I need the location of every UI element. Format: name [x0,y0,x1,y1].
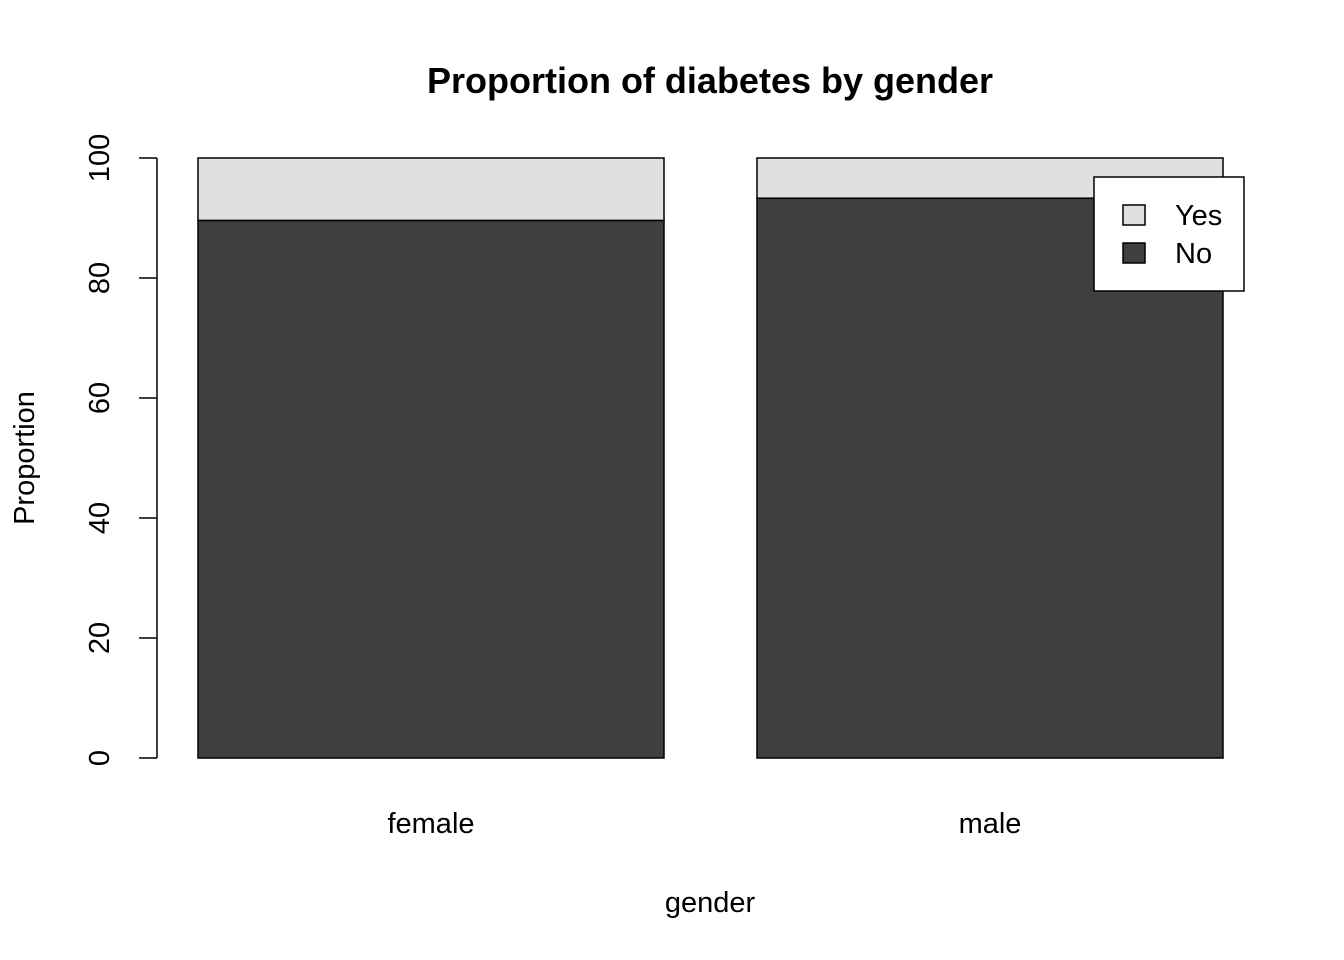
legend-label-no: No [1175,238,1212,270]
x-tick-labels: female male [387,808,1021,840]
bars-group [197,157,1224,759]
y-tick-label: 0 [84,750,116,766]
y-tick-label: 80 [84,262,116,294]
bar-female-yes [197,157,665,222]
y-axis-label: Proportion [9,391,41,525]
y-tick-label: 100 [84,134,116,182]
x-tick-label: female [387,808,474,840]
legend: Yes No [1093,176,1245,292]
y-tick-label: 60 [84,382,116,414]
legend-label-yes: Yes [1175,200,1222,232]
x-tick-label: male [959,808,1022,840]
x-axis-label: gender [665,887,756,919]
y-tick-label: 20 [84,622,116,654]
legend-swatch-no [1122,242,1146,264]
legend-swatch-yes [1122,204,1146,226]
legend-box [1093,176,1245,292]
chart-title: Proportion of diabetes by gender [427,60,993,101]
y-axis: 0 20 40 60 80 100 [84,134,158,766]
bar-female-no [197,219,665,759]
y-tick-label: 40 [84,502,116,534]
